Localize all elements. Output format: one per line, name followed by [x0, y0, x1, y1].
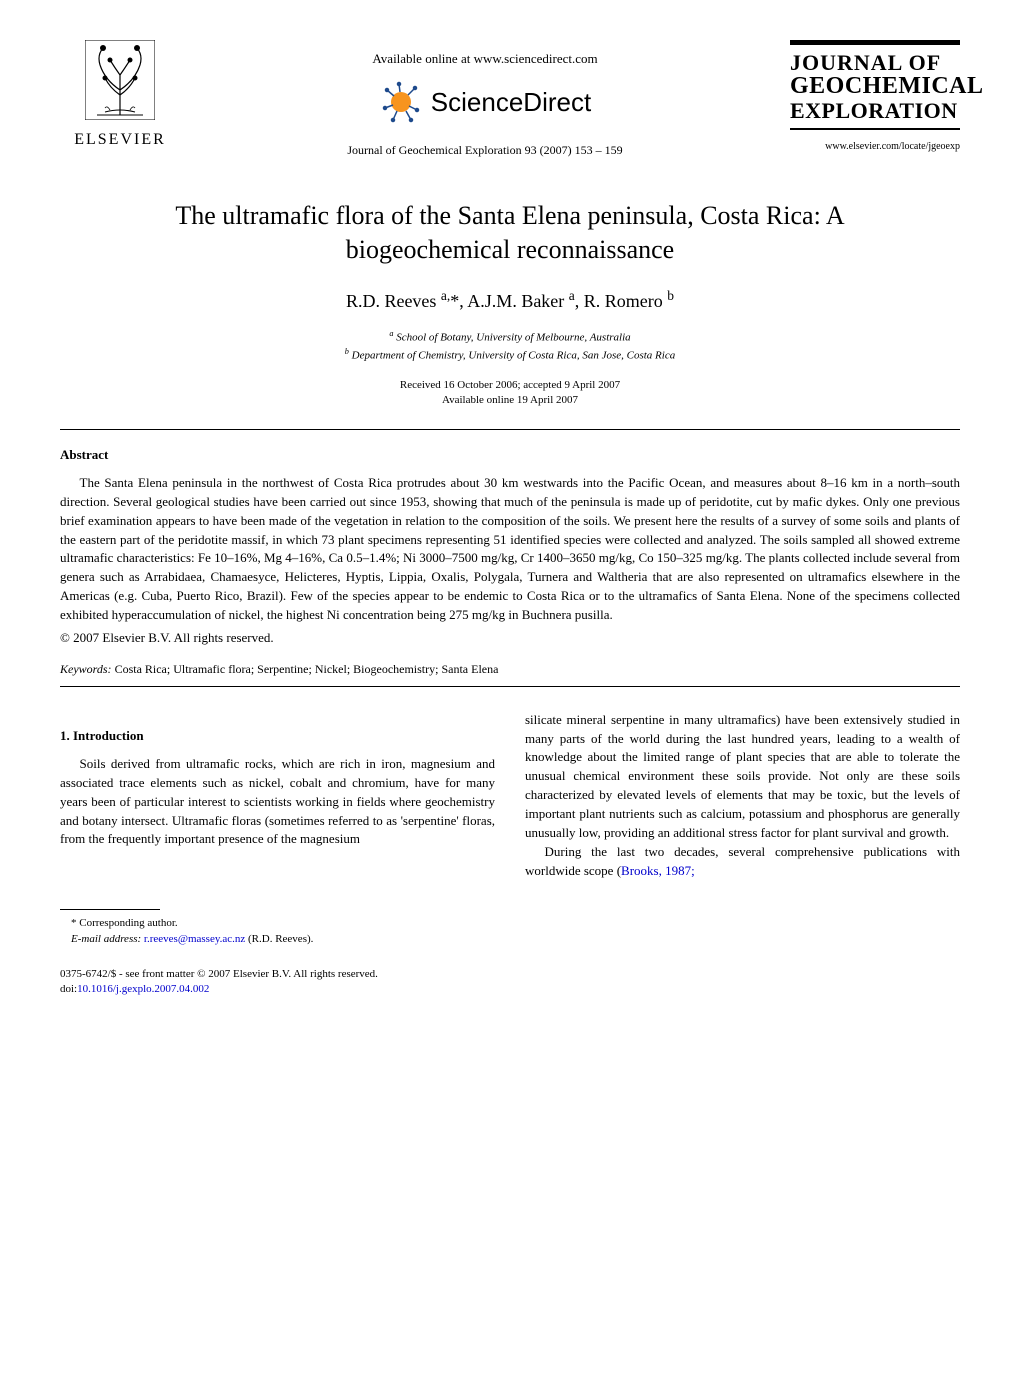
doi-prefix: doi:	[60, 983, 77, 995]
affiliation-b: b Department of Chemistry, University of…	[60, 346, 960, 364]
sciencedirect-label: ScienceDirect	[431, 84, 591, 120]
intro-para3: During the last two decades, several com…	[525, 843, 960, 881]
elsevier-tree-icon	[85, 40, 155, 120]
right-column: silicate mineral serpentine in many ultr…	[525, 711, 960, 998]
intro-para3-pre: During the last two decades, several com…	[525, 844, 960, 878]
body-columns: 1. Introduction Soils derived from ultra…	[60, 711, 960, 998]
keywords-label: Keywords:	[60, 662, 112, 676]
email-footnote: E-mail address: r.reeves@massey.ac.nz (R…	[60, 932, 495, 947]
footnote-rule	[60, 909, 160, 910]
rule-above-abstract	[60, 429, 960, 430]
journal-title-line3: EXPLORATION	[790, 99, 960, 122]
email-label: E-mail address:	[71, 933, 144, 945]
publisher-logo: ELSEVIER	[60, 40, 180, 152]
issn-line: 0375-6742/$ - see front matter © 2007 El…	[60, 967, 495, 982]
affiliation-a: a School of Botany, University of Melbou…	[60, 328, 960, 346]
abstract-text: The Santa Elena peninsula in the northwe…	[60, 474, 960, 625]
affiliation-a-text: School of Botany, University of Melbourn…	[396, 331, 630, 343]
keywords: Keywords: Costa Rica; Ultramafic flora; …	[60, 661, 960, 678]
email-link[interactable]: r.reeves@massey.ac.nz	[144, 933, 245, 945]
availability-text: Available online at www.sciencedirect.co…	[180, 50, 790, 68]
available-online-date: Available online 19 April 2007	[60, 393, 960, 408]
header-center: Available online at www.sciencedirect.co…	[180, 40, 790, 159]
intro-para1: Soils derived from ultramafic rocks, whi…	[60, 755, 495, 849]
keywords-text: Costa Rica; Ultramafic flora; Serpentine…	[112, 662, 499, 676]
abstract-heading: Abstract	[60, 446, 960, 464]
intro-heading: 1. Introduction	[60, 727, 495, 745]
abstract-copyright: © 2007 Elsevier B.V. All rights reserved…	[60, 629, 960, 647]
journal-title-line2: GEOCHEMICAL	[790, 74, 960, 99]
article-dates: Received 16 October 2006; accepted 9 Apr…	[60, 378, 960, 409]
affiliation-b-text: Department of Chemistry, University of C…	[352, 350, 676, 362]
intro-para2: silicate mineral serpentine in many ultr…	[525, 711, 960, 843]
citation-link[interactable]: Brooks, 1987;	[621, 863, 695, 878]
affiliations: a School of Botany, University of Melbou…	[60, 328, 960, 364]
publisher-name: ELSEVIER	[60, 129, 180, 151]
article-title: The ultramafic flora of the Santa Elena …	[100, 199, 920, 267]
sciencedirect-branding: ScienceDirect	[180, 80, 790, 124]
rule-below-keywords	[60, 686, 960, 687]
locate-url: www.elsevier.com/locate/jgeoexp	[790, 140, 960, 154]
corresponding-author: * Corresponding author.	[60, 916, 495, 931]
authors: R.D. Reeves a,*, A.J.M. Baker a, R. Rome…	[60, 287, 960, 314]
journal-title-line1: JOURNAL OF	[790, 51, 960, 74]
doi-line: doi:10.1016/j.gexplo.2007.04.002	[60, 982, 495, 997]
journal-logo: JOURNAL OF GEOCHEMICAL EXPLORATION www.e…	[790, 40, 960, 154]
journal-reference: Journal of Geochemical Exploration 93 (2…	[180, 142, 790, 159]
sciencedirect-icon	[379, 80, 423, 124]
received-date: Received 16 October 2006; accepted 9 Apr…	[60, 378, 960, 393]
journal-title-box: JOURNAL OF GEOCHEMICAL EXPLORATION	[790, 40, 960, 130]
page-header: ELSEVIER Available online at www.science…	[60, 40, 960, 159]
doi-link[interactable]: 10.1016/j.gexplo.2007.04.002	[77, 983, 209, 995]
email-suffix: (R.D. Reeves).	[245, 933, 313, 945]
left-column: 1. Introduction Soils derived from ultra…	[60, 711, 495, 998]
